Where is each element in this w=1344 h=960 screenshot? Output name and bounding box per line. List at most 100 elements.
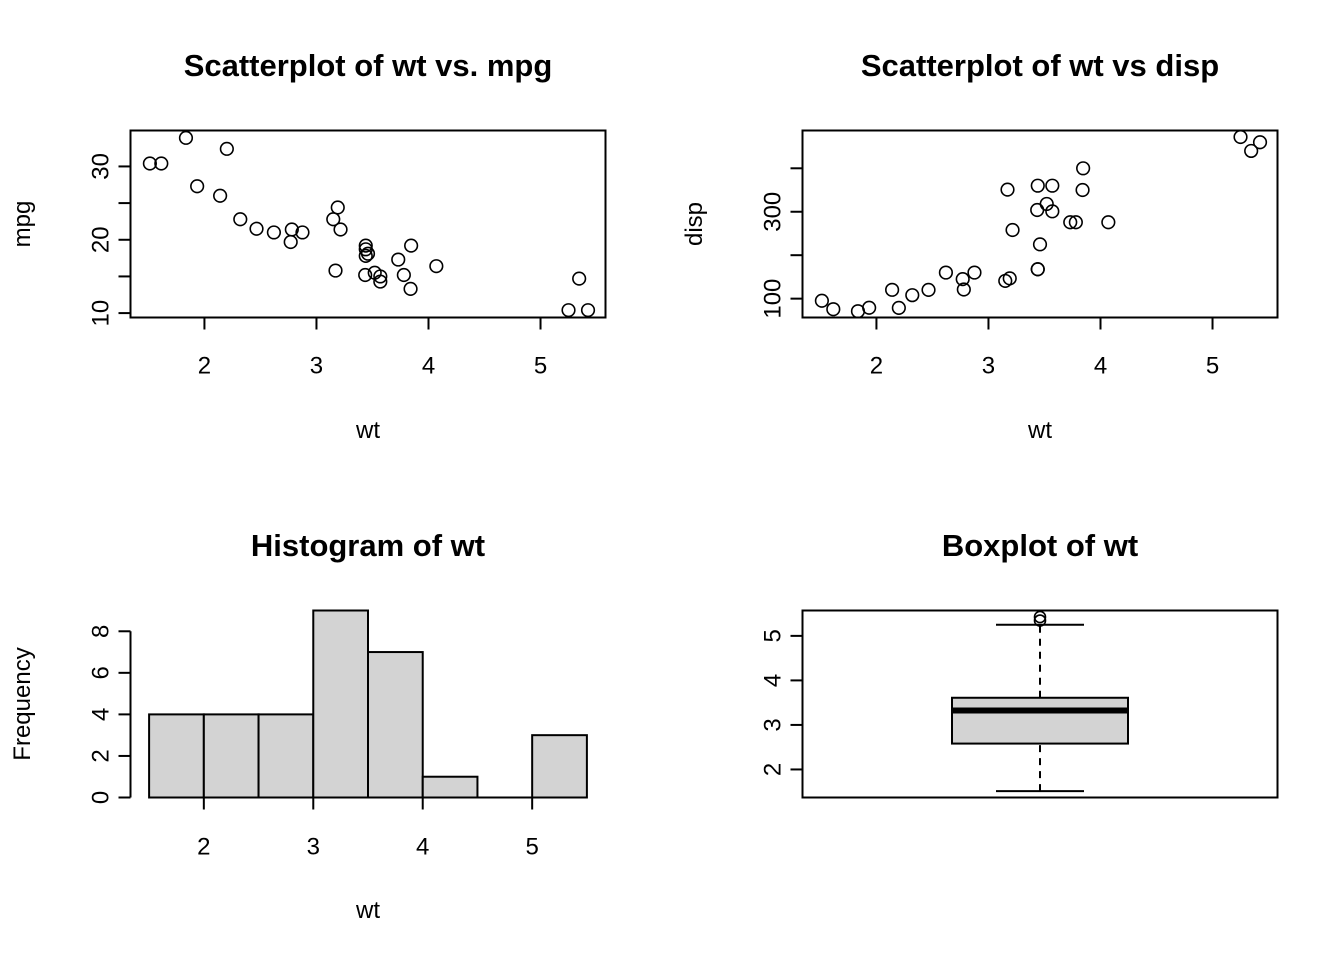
data-point: [373, 269, 388, 284]
histogram-bars: [148, 609, 588, 799]
histogram-bar: [421, 775, 479, 799]
data-point: [955, 271, 970, 287]
data-point: [998, 273, 1013, 289]
y-tick-label: 300: [760, 192, 787, 232]
data-point: [429, 259, 444, 274]
x-tick-label: 5: [534, 353, 547, 380]
data-point: [561, 303, 576, 318]
x-tick-label: 2: [198, 353, 211, 380]
data-point: [921, 282, 936, 298]
y-axis: 10 20 30: [88, 153, 132, 326]
y-tick-label: 4: [88, 708, 115, 721]
data-point: [283, 234, 298, 250]
x-tick-label: 2: [870, 353, 883, 380]
x-tick-label: 4: [1094, 353, 1107, 380]
data-point: [213, 188, 228, 203]
data-point: [1030, 202, 1045, 218]
histogram-bar: [257, 713, 315, 799]
scatter-points: [814, 129, 1268, 319]
data-point: [358, 238, 373, 253]
data-point: [295, 225, 310, 240]
data-point: [1063, 215, 1078, 230]
data-point: [1068, 215, 1083, 230]
data-point: [249, 221, 264, 236]
y-tick-label: 2: [88, 749, 115, 762]
data-point: [178, 130, 194, 145]
data-point: [1233, 129, 1248, 145]
x-axis-label: wt: [355, 417, 380, 444]
plot-frame: [801, 129, 1279, 319]
histogram-bar: [367, 651, 424, 799]
data-point: [1252, 135, 1268, 150]
data-point: [326, 212, 341, 227]
data-point: [358, 248, 373, 263]
boxplot: [951, 610, 1129, 793]
data-point: [403, 281, 418, 297]
y-axis-label: disp: [681, 202, 708, 246]
x-axis: 2 3 4 5: [870, 316, 1219, 380]
data-point: [826, 302, 841, 317]
iqr-box: [951, 696, 1129, 745]
data-point: [233, 212, 248, 227]
y-tick-label: 3: [760, 718, 787, 731]
data-point: [956, 282, 971, 297]
x-axis-label: wt: [355, 897, 380, 924]
data-point: [814, 293, 829, 308]
data-point: [891, 300, 906, 315]
chart-title: Scatterplot of wt vs disp: [861, 48, 1219, 83]
data-point: [396, 267, 411, 283]
scatter-wt-mpg-panel: Scatterplot of wt vs. mpg 2 3 4 5 10 20 30 wt…: [9, 48, 607, 444]
x-axis: 2 3 4 5: [198, 316, 547, 380]
y-tick-label: 2: [760, 763, 787, 776]
x-tick-label: 3: [310, 353, 323, 380]
histogram-wt-panel: Histogram of wt 2 3 4 5 0 2 4 6 8 wt Frequency: [9, 528, 588, 924]
data-point: [1030, 178, 1045, 193]
y-axis-label: Frequency: [9, 647, 36, 760]
y-tick-label: 20: [88, 226, 115, 253]
x-axis-label: wt: [1027, 417, 1052, 444]
data-point: [1045, 204, 1060, 219]
x-tick-label: 5: [525, 834, 538, 861]
data-point: [580, 303, 596, 318]
data-point: [328, 263, 343, 278]
y-tick-label: 100: [760, 279, 787, 319]
y-axis-label: mpg: [9, 201, 36, 248]
outlier-point: [1033, 614, 1047, 627]
y-axis: 0 2 4 6 8: [88, 625, 132, 804]
data-point: [333, 222, 348, 237]
data-point: [154, 156, 169, 171]
data-point: [1244, 143, 1259, 159]
x-tick-label: 3: [307, 834, 320, 861]
data-point: [1045, 178, 1060, 193]
data-point: [360, 246, 376, 261]
data-point: [1101, 215, 1116, 230]
data-point: [358, 267, 373, 283]
data-point: [266, 225, 281, 240]
data-point: [219, 141, 234, 156]
data-point: [1005, 222, 1020, 238]
y-tick-label: 5: [760, 629, 787, 642]
x-tick-label: 4: [416, 834, 429, 861]
histogram-bar: [148, 713, 205, 799]
data-point: [391, 252, 406, 267]
y-tick-label: 6: [88, 666, 115, 679]
data-point: [862, 300, 877, 315]
data-point: [905, 288, 920, 303]
plot-frame: [129, 129, 607, 319]
data-point: [1075, 182, 1090, 198]
data-point: [142, 156, 157, 171]
data-point: [404, 238, 419, 253]
data-point: [885, 282, 900, 297]
data-point: [330, 200, 345, 215]
x-tick-label: 5: [1206, 353, 1219, 380]
data-point: [572, 271, 587, 286]
data-point: [1000, 182, 1015, 197]
data-point: [284, 222, 299, 237]
y-tick-label: 0: [88, 791, 115, 804]
chart-title: Scatterplot of wt vs. mpg: [184, 48, 553, 83]
data-point: [1030, 262, 1045, 277]
chart-title: Boxplot of wt: [942, 528, 1138, 563]
y-tick-label: 8: [88, 625, 115, 638]
x-tick-label: 2: [197, 834, 210, 861]
histogram-bar: [202, 713, 260, 799]
